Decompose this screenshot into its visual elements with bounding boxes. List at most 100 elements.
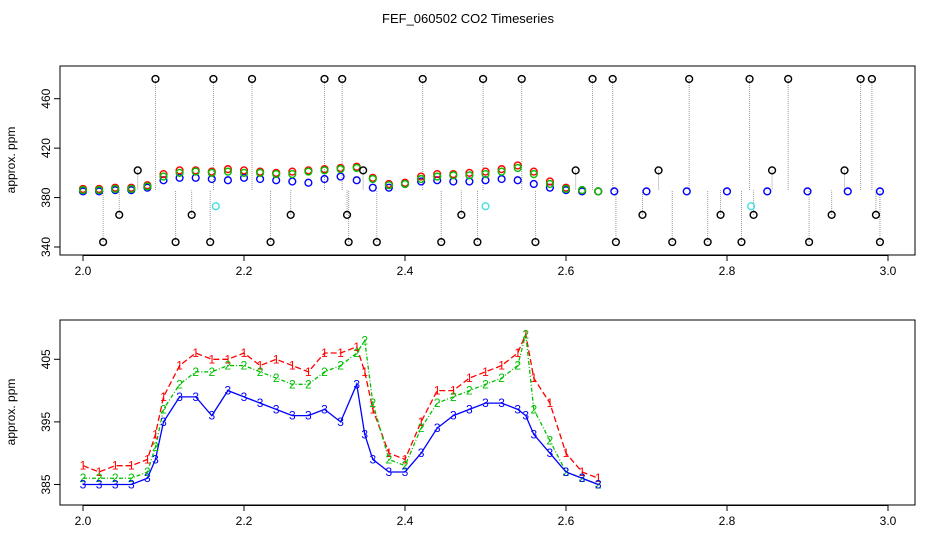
point-series-3	[304, 167, 313, 176]
marker-series-3: 3	[80, 477, 87, 491]
marker-series-2: 2	[337, 359, 344, 373]
point-series-4	[372, 237, 381, 247]
point-series-4	[344, 237, 353, 247]
marker-series-1: 1	[482, 365, 489, 379]
marker-series-2: 2	[208, 365, 215, 379]
line-series-1	[82, 332, 599, 479]
marker-series-2: 2	[321, 365, 328, 379]
marker-series-3: 3	[369, 452, 376, 466]
top-xtick-label: 3.0	[880, 264, 897, 278]
marker-series-2: 2	[563, 465, 570, 479]
marker-series-2: 2	[305, 377, 312, 391]
point-series-2	[417, 172, 426, 181]
bottom-ytick-label: 395	[39, 412, 53, 432]
top-ytick-label: 420	[39, 138, 53, 158]
marker-series-1: 1	[369, 402, 376, 416]
point-series-4	[867, 74, 877, 84]
marker-series-3: 3	[434, 421, 441, 435]
point-series-4	[517, 74, 526, 84]
marker-series-2: 2	[361, 334, 368, 348]
point-series-3	[78, 186, 88, 195]
marker-series-1: 1	[208, 352, 215, 366]
point-series-1	[384, 183, 394, 192]
marker-series-2: 2	[514, 359, 521, 373]
marker-series-2: 2	[522, 327, 529, 341]
marker-series-1: 1	[361, 365, 368, 379]
point-series-3	[417, 174, 426, 184]
top-ytick-label: 340	[39, 237, 53, 257]
point-series-3	[545, 179, 555, 189]
marker-series-1: 1	[434, 384, 441, 398]
point-series-5	[211, 202, 220, 211]
point-series-2	[159, 169, 168, 179]
marker-series-1: 1	[402, 452, 409, 466]
marker-series-2: 2	[96, 471, 103, 485]
point-series-4	[703, 237, 712, 247]
marker-series-3: 3	[208, 409, 215, 423]
point-series-2	[529, 167, 538, 176]
point-series-4	[767, 166, 777, 175]
point-series-4	[856, 74, 865, 84]
point-series-4	[478, 74, 488, 84]
point-series-3	[191, 167, 200, 176]
marker-series-1: 1	[595, 471, 602, 485]
marker-series-1: 1	[96, 465, 103, 479]
marker-series-1: 1	[321, 346, 328, 360]
point-series-3	[529, 169, 538, 179]
point-series-4	[840, 166, 849, 175]
point-series-4	[247, 74, 257, 84]
marker-series-2: 2	[289, 377, 296, 391]
marker-series-3: 3	[450, 409, 457, 423]
point-series-3	[481, 169, 490, 179]
marker-series-3: 3	[402, 465, 409, 479]
marker-series-3: 3	[144, 471, 151, 485]
bottom-plot-frame	[59, 319, 916, 506]
marker-series-3: 3	[361, 427, 368, 441]
marker-series-2: 2	[402, 459, 409, 473]
point-series-4	[588, 74, 597, 84]
point-series-1	[722, 187, 732, 196]
marker-series-1: 1	[192, 346, 199, 360]
marker-series-2: 2	[434, 396, 441, 410]
marker-series-3: 3	[595, 477, 602, 491]
point-series-3	[449, 171, 458, 180]
point-series-3	[433, 172, 442, 181]
marker-series-2: 2	[241, 359, 248, 373]
point-series-1	[843, 187, 852, 196]
point-series-1	[304, 178, 313, 187]
marker-series-2: 2	[225, 359, 232, 373]
marker-series-2: 2	[579, 471, 586, 485]
point-series-2	[545, 177, 555, 186]
marker-series-1: 1	[128, 459, 135, 473]
marker-series-3: 3	[579, 471, 586, 485]
point-series-3	[143, 182, 152, 191]
marker-series-3: 3	[418, 446, 425, 460]
point-series-3	[256, 168, 265, 177]
point-series-4	[418, 74, 427, 84]
top-xtick-label: 2.8	[719, 264, 736, 278]
point-series-3	[497, 167, 506, 176]
bottom-xtick-label: 2.8	[719, 514, 736, 528]
point-series-3	[159, 172, 168, 181]
marker-series-2: 2	[152, 440, 159, 454]
marker-series-3: 3	[241, 390, 248, 404]
top-ytick-label: 380	[39, 187, 53, 207]
top-ytick-label: 460	[39, 88, 53, 108]
bottom-xtick-label: 2.6	[558, 514, 575, 528]
point-series-3	[368, 174, 377, 184]
point-series-1	[320, 174, 329, 184]
marker-series-1: 1	[160, 390, 167, 404]
point-series-4	[531, 237, 540, 247]
point-series-4	[827, 210, 836, 219]
marker-series-3: 3	[225, 384, 232, 398]
marker-series-1: 1	[337, 346, 344, 360]
point-series-3	[400, 179, 410, 189]
point-series-4	[611, 237, 621, 247]
chart-title: FEF_060502 CO2 Timeseries	[382, 11, 554, 26]
point-series-4	[871, 210, 881, 219]
point-series-3	[594, 187, 603, 196]
point-series-4	[133, 166, 142, 175]
marker-series-3: 3	[112, 477, 119, 491]
top-plot-frame	[59, 65, 916, 256]
